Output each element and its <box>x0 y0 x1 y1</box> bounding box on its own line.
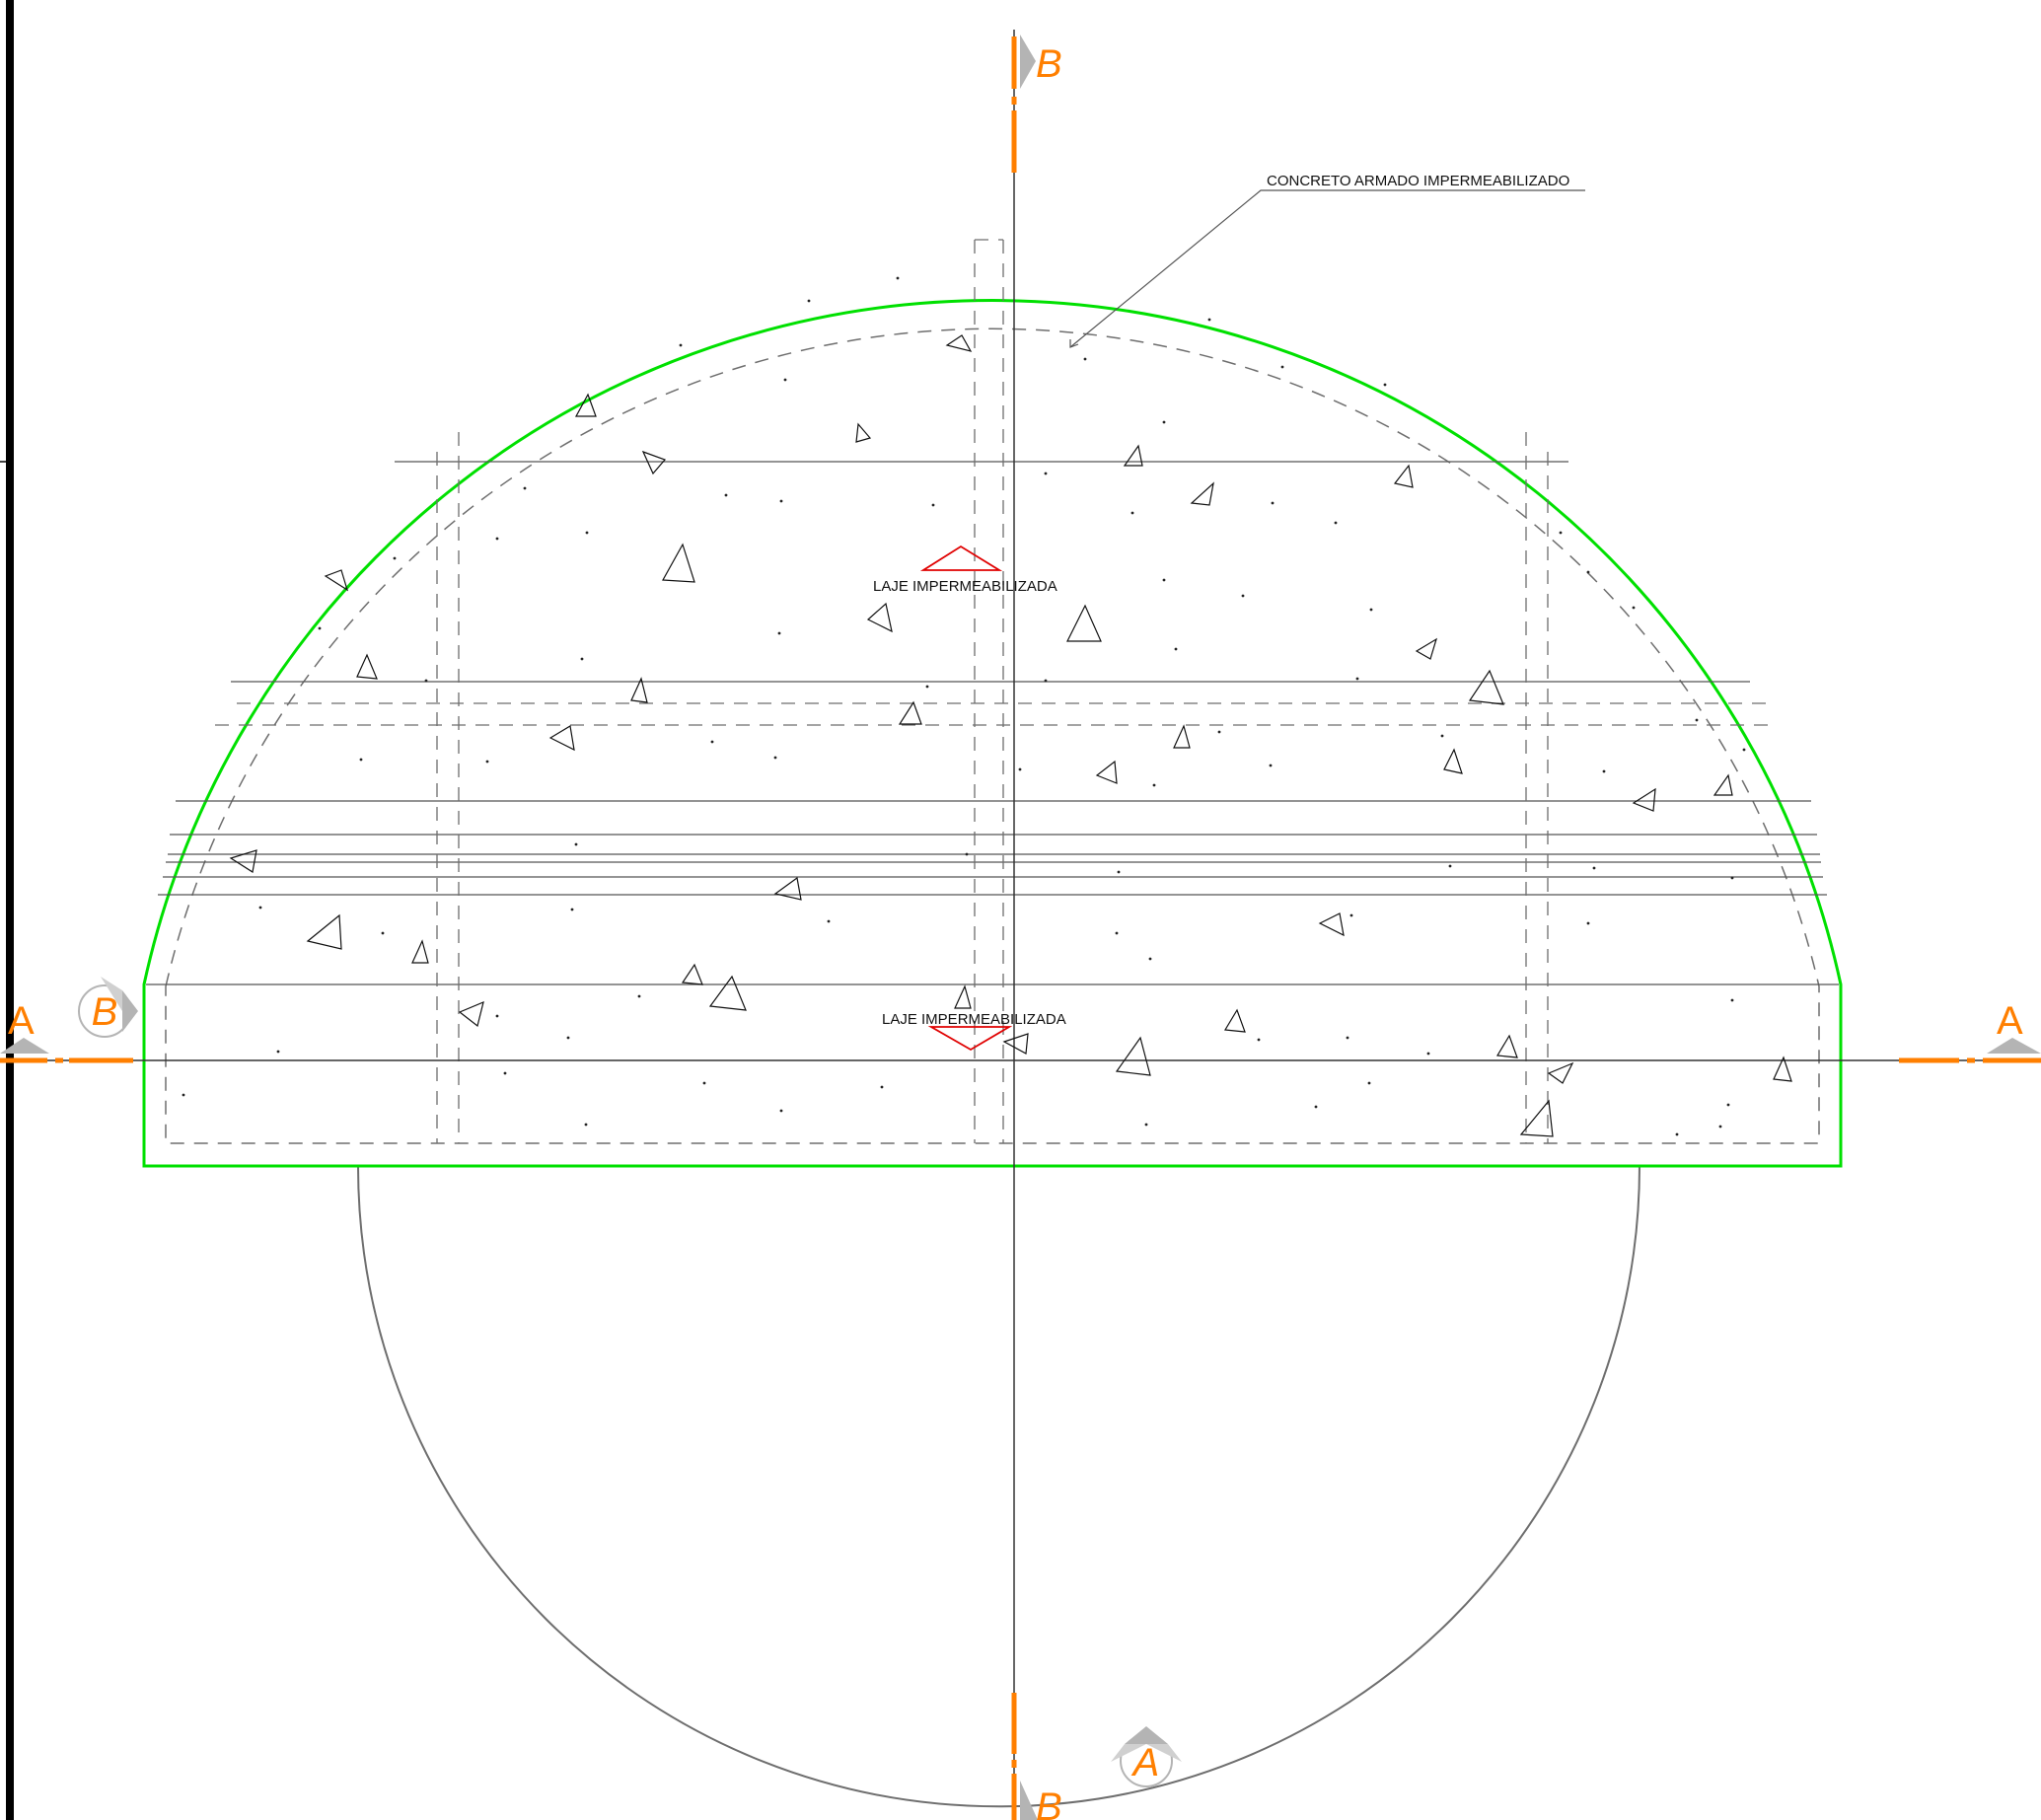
level-marker-upper <box>919 545 1003 571</box>
section-a-bottom-marker <box>1111 1726 1182 1787</box>
level-label-lower: LAJE IMPERMEABILIZADA <box>882 1011 1066 1028</box>
section-a-right-label: A <box>1997 999 2023 1043</box>
section-b-top-label: B <box>1036 42 1062 86</box>
level-marker-lower <box>927 1026 1013 1052</box>
section-a-right <box>1899 1038 2041 1063</box>
section-a-bottom-label: A <box>1131 1741 1160 1784</box>
section-b-top <box>1011 35 1036 173</box>
section-b-bottom <box>1011 1693 1038 1820</box>
section-b-bottom-label: B <box>1036 1785 1062 1820</box>
concrete-dots <box>182 276 1746 1136</box>
concrete-note-leader <box>1069 189 1585 348</box>
section-b-left-marker <box>78 977 138 1038</box>
slab-outline <box>142 299 1843 1168</box>
concrete-hatch <box>229 334 1792 1137</box>
level-label-upper: LAJE IMPERMEABILIZADA <box>873 578 1057 595</box>
lower-circle-arc <box>357 1165 1640 1808</box>
concrete-note-label: CONCRETO ARMADO IMPERMEABILIZADO <box>1267 173 1569 189</box>
section-b-left-label: B <box>92 990 118 1034</box>
section-a-left <box>0 1038 133 1063</box>
section-a-left-label: A <box>8 999 35 1043</box>
slab-horizontal-lines <box>146 461 1839 985</box>
inner-dashed-outline <box>165 328 1820 1144</box>
slab-dashed-verticals <box>436 239 1549 1143</box>
slab-dashed-horizontals <box>215 702 1776 726</box>
